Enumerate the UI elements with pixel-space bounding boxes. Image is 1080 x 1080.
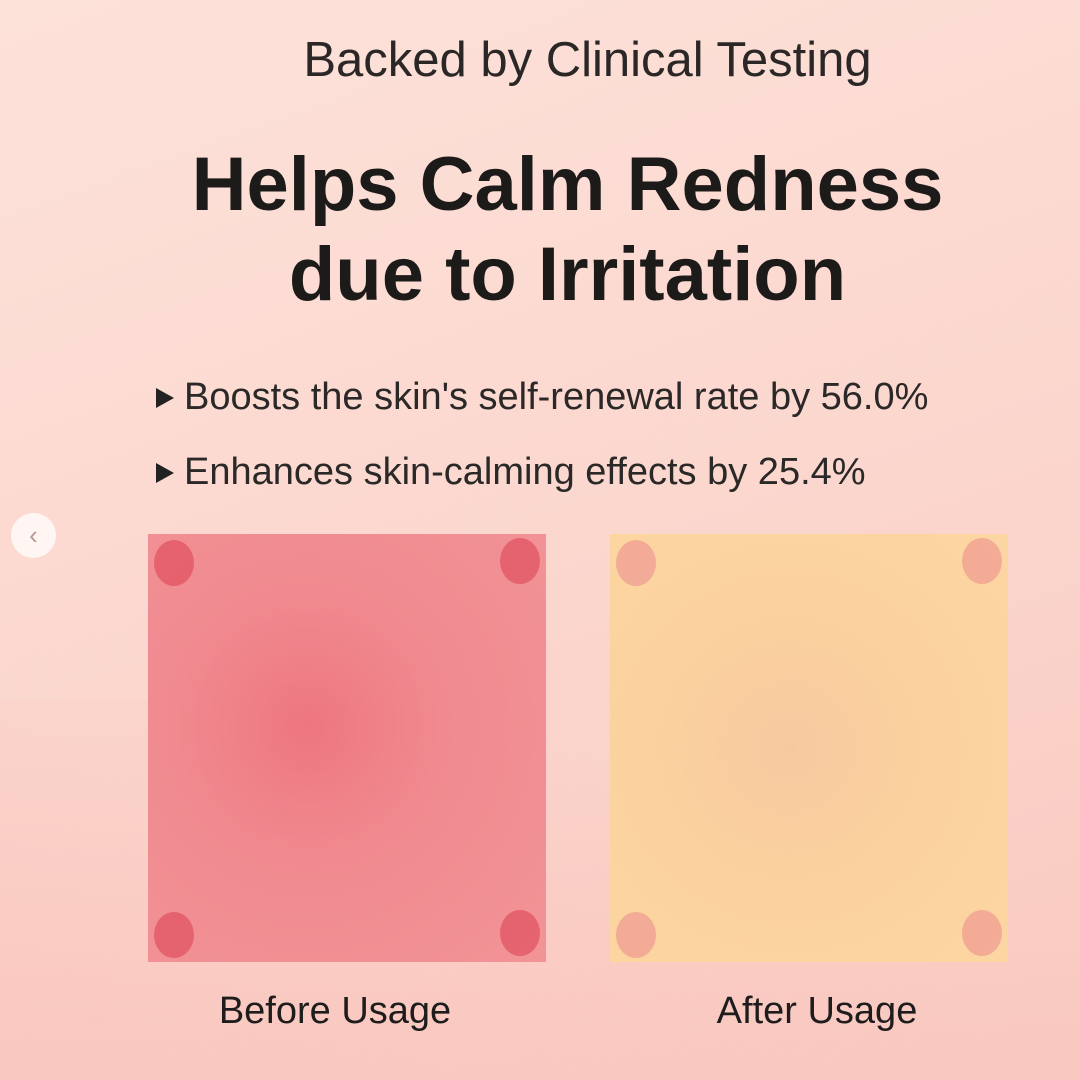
benefit-text: Enhances skin-calming effects by 25.4% — [184, 451, 866, 493]
title-line-2: due to Irritation — [288, 232, 847, 317]
title-line-1: Helps Calm Redness — [191, 142, 944, 227]
benefit-item: Boosts the skin's self-renewal rate by 5… — [150, 360, 928, 435]
benefit-list: Boosts the skin's self-renewal rate by 5… — [150, 360, 928, 510]
before-image — [148, 534, 546, 962]
after-image — [610, 534, 1008, 962]
page-title: Helps Calm Redness due to Irritation — [0, 140, 1080, 320]
benefit-item: Enhances skin-calming effects by 25.4% — [150, 435, 928, 510]
after-caption: After Usage — [716, 990, 918, 1032]
triangle-bullet-icon — [156, 387, 174, 408]
subtitle: Backed by Clinical Testing — [303, 33, 872, 87]
triangle-bullet-icon — [156, 462, 174, 483]
chevron-left-icon[interactable]: ‹ — [11, 513, 56, 558]
before-caption: Before Usage — [218, 990, 452, 1032]
benefit-text: Boosts the skin's self-renewal rate by 5… — [184, 376, 929, 418]
